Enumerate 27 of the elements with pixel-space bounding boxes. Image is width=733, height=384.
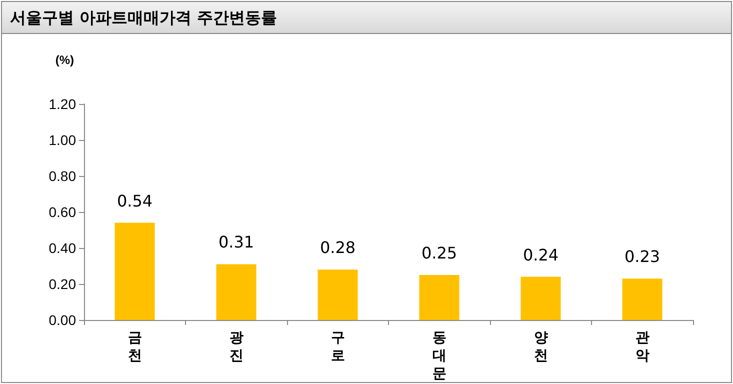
x-tick-label: 관악 [635, 329, 650, 363]
bar [622, 278, 662, 320]
bar [114, 222, 155, 320]
data-label: 0.28 [320, 238, 356, 258]
bar [419, 275, 460, 320]
bar [318, 270, 358, 320]
x-tick-label: 양천 [534, 329, 548, 363]
x-tick-label: 동대문 [432, 329, 446, 381]
chart-title: 서울구별 아파트매매가격 주간변동률 [2, 2, 731, 34]
y-axis-title: (%) [55, 53, 74, 67]
y-tick-label: 1.20 [48, 96, 76, 112]
data-label: 0.23 [624, 247, 660, 266]
y-tick-label: 0.20 [48, 276, 76, 292]
y-tick-label: 0.40 [48, 240, 76, 256]
data-label: 0.54 [116, 191, 153, 210]
x-tick-label: 광진 [229, 329, 244, 363]
y-tick-label: 0.00 [48, 312, 76, 328]
x-tick-label: 금천 [128, 329, 142, 363]
bar [520, 276, 561, 320]
data-label: 0.24 [522, 245, 559, 264]
y-tick-label: 1.00 [48, 132, 76, 148]
y-tick-label: 0.60 [48, 204, 76, 220]
data-label: 0.31 [218, 232, 254, 252]
y-tick-label: 0.80 [48, 168, 76, 184]
data-label: 0.25 [421, 244, 458, 262]
x-tick-label: 구로 [330, 329, 345, 363]
bar [216, 264, 256, 320]
